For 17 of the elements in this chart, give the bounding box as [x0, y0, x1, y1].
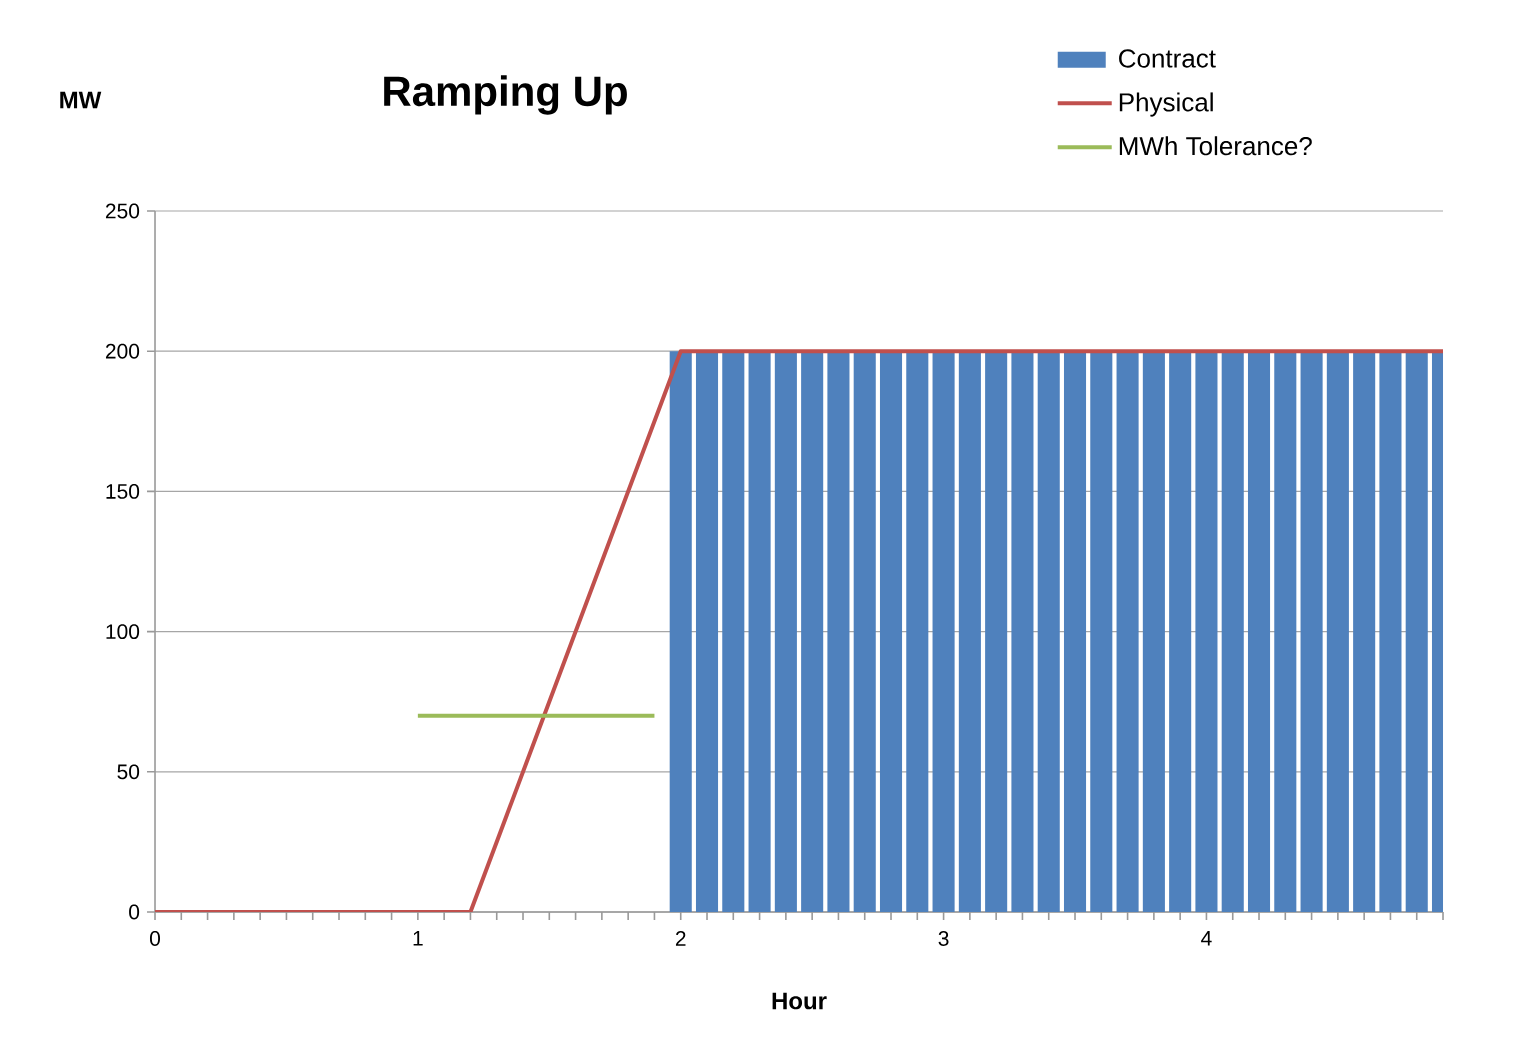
x-tick-label: 3: [938, 931, 949, 946]
y-tick-label: 0: [129, 904, 140, 920]
y-tick-label: 200: [105, 343, 140, 359]
x-tick-label: 2: [675, 931, 686, 946]
y-tick-label: 50: [117, 764, 140, 780]
legend-label: MWh Tolerance?: [1119, 136, 1312, 156]
x-tick-label: 4: [1201, 931, 1212, 946]
y-tick-label: 100: [106, 624, 140, 640]
y-tick-label: 250: [105, 203, 140, 219]
legend-label: Physical: [1119, 92, 1213, 117]
x-axis-title: Hour: [772, 992, 827, 1010]
y-tick-label: 150: [106, 483, 140, 499]
y-axis-title: MW: [60, 91, 102, 109]
legend-label: Contract: [1119, 49, 1216, 68]
x-tick-label: 0: [149, 931, 161, 946]
chart-title: Ramping Up: [384, 75, 627, 115]
x-tick-label: 1: [413, 931, 423, 946]
